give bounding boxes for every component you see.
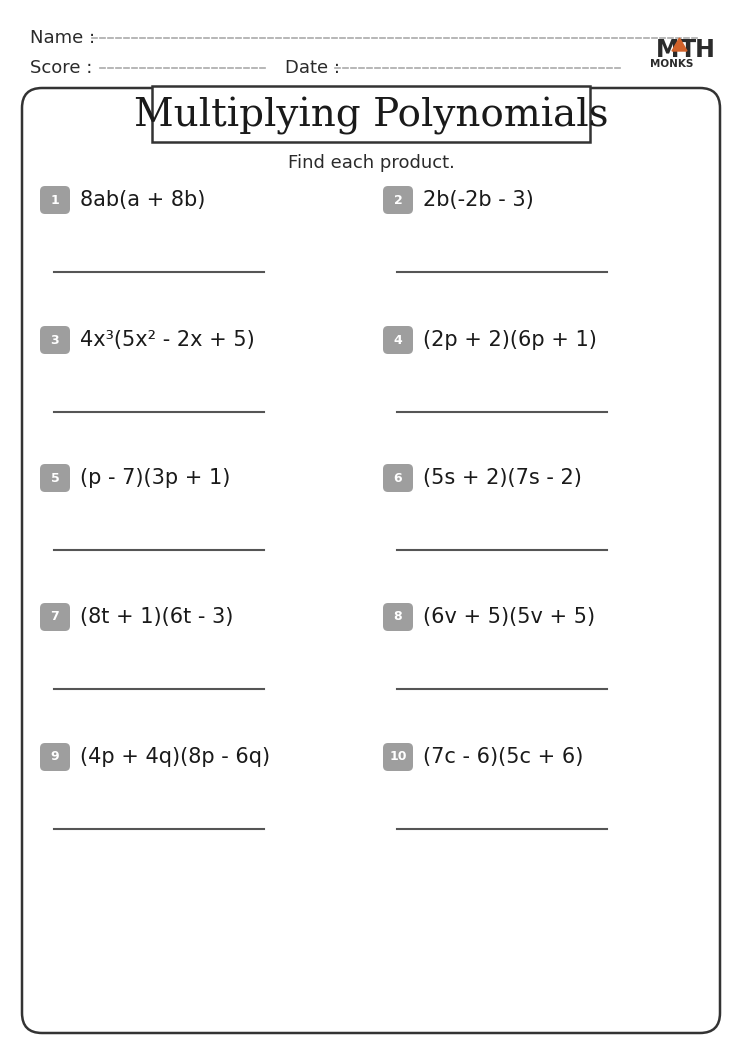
- Text: TH: TH: [680, 38, 716, 62]
- Text: 3: 3: [50, 334, 59, 346]
- Text: (2p + 2)(6p + 1): (2p + 2)(6p + 1): [423, 330, 597, 350]
- Text: Name :: Name :: [30, 29, 95, 47]
- Text: (6v + 5)(5v + 5): (6v + 5)(5v + 5): [423, 607, 595, 627]
- Text: 5: 5: [50, 471, 59, 484]
- FancyBboxPatch shape: [40, 464, 70, 492]
- Text: 4: 4: [393, 334, 402, 346]
- Text: 9: 9: [50, 751, 59, 763]
- Text: Score :: Score :: [30, 59, 92, 77]
- Text: MONKS: MONKS: [650, 59, 694, 69]
- Text: (8t + 1)(6t - 3): (8t + 1)(6t - 3): [80, 607, 234, 627]
- FancyBboxPatch shape: [22, 88, 720, 1033]
- FancyBboxPatch shape: [383, 603, 413, 631]
- Text: 6: 6: [394, 471, 402, 484]
- Text: Find each product.: Find each product.: [288, 154, 454, 172]
- Text: (7c - 6)(5c + 6): (7c - 6)(5c + 6): [423, 747, 583, 766]
- FancyBboxPatch shape: [383, 464, 413, 492]
- FancyBboxPatch shape: [40, 326, 70, 354]
- FancyBboxPatch shape: [383, 326, 413, 354]
- FancyBboxPatch shape: [40, 743, 70, 771]
- Text: (5s + 2)(7s - 2): (5s + 2)(7s - 2): [423, 468, 582, 488]
- Text: 1: 1: [50, 193, 59, 207]
- Text: 8: 8: [394, 610, 402, 624]
- Text: Date :: Date :: [285, 59, 340, 77]
- Polygon shape: [672, 38, 687, 51]
- Text: 2: 2: [393, 193, 402, 207]
- Text: 2b(-2b - 3): 2b(-2b - 3): [423, 190, 533, 210]
- Text: Multiplying Polynomials: Multiplying Polynomials: [134, 97, 608, 135]
- FancyBboxPatch shape: [383, 186, 413, 214]
- FancyBboxPatch shape: [383, 743, 413, 771]
- Text: 7: 7: [50, 610, 59, 624]
- Text: 10: 10: [390, 751, 407, 763]
- Text: 4x³(5x² - 2x + 5): 4x³(5x² - 2x + 5): [80, 330, 255, 350]
- FancyBboxPatch shape: [40, 186, 70, 214]
- FancyBboxPatch shape: [40, 603, 70, 631]
- Text: (p - 7)(3p + 1): (p - 7)(3p + 1): [80, 468, 230, 488]
- Text: M: M: [656, 38, 680, 62]
- Text: 8ab(a + 8b): 8ab(a + 8b): [80, 190, 206, 210]
- FancyBboxPatch shape: [152, 86, 590, 142]
- Text: (4p + 4q)(8p - 6q): (4p + 4q)(8p - 6q): [80, 747, 270, 766]
